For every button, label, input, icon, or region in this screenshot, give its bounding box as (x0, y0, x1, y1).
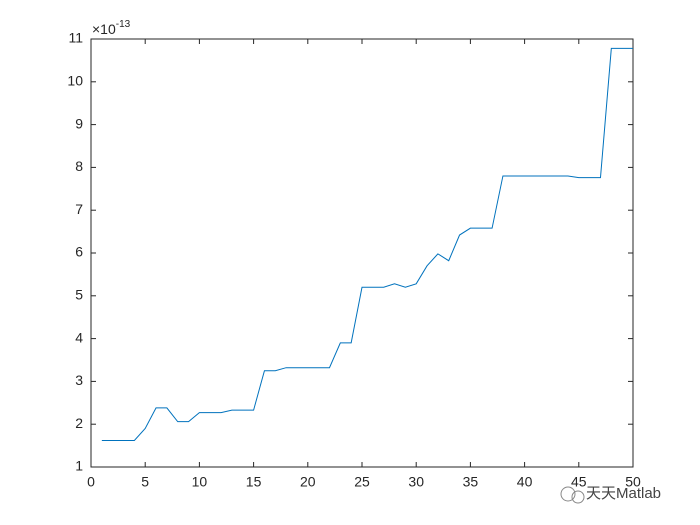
watermark-group: 天天Matlab (560, 485, 661, 504)
x-tick-label: 5 (141, 474, 149, 490)
x-tick-label: 25 (354, 474, 370, 490)
x-tick-label: 35 (463, 474, 479, 490)
x-tick-label: 50 (625, 474, 641, 490)
y-tick-label: 3 (75, 372, 83, 388)
x-tick-label: 45 (571, 474, 587, 490)
y-tick-label: 11 (68, 30, 83, 46)
x-tick-label: 15 (246, 474, 262, 490)
y-tick-label: 4 (75, 329, 83, 345)
y-tick-label: 1 (75, 458, 83, 474)
y-tick-label: 2 (75, 415, 83, 431)
y-tick-label: 6 (75, 244, 83, 260)
y-tick-label: 7 (75, 201, 83, 217)
watermark-icon (560, 486, 576, 502)
x-tick-label: 0 (87, 474, 95, 490)
y-tick-label: 5 (75, 287, 83, 303)
axes-box (90, 38, 634, 468)
y-exponent-power: -13 (116, 19, 131, 30)
watermark: 天天Matlab (586, 485, 661, 502)
x-tick-label: 10 (192, 474, 208, 490)
y-exponent-base: ×10 (92, 21, 116, 37)
line (101, 47, 633, 441)
y-tick-label: 10 (67, 73, 83, 89)
x-tick-label: 40 (517, 474, 533, 490)
watermark-icon (571, 490, 585, 504)
x-tick-label: 20 (300, 474, 316, 490)
x-tick-label: 30 (408, 474, 424, 490)
y-tick-label: 8 (75, 158, 83, 174)
y-exponent: ×10-13 (92, 19, 131, 37)
y-tick-label: 9 (75, 115, 83, 131)
